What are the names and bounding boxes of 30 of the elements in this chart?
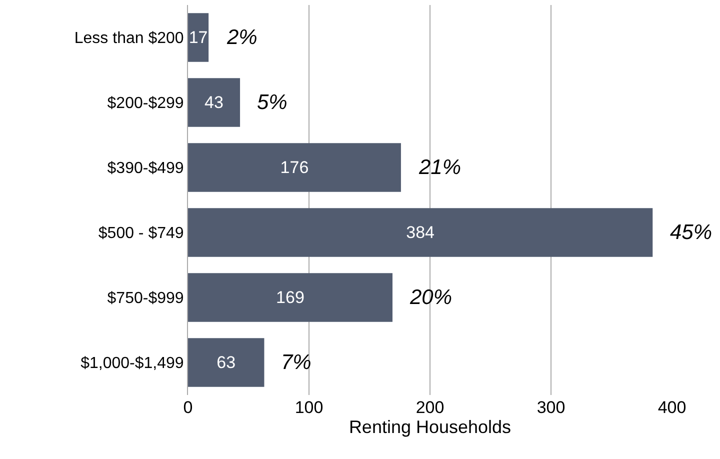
bar [188,273,392,322]
y-tick-label: $390-$499 [107,160,184,178]
bar [188,208,653,257]
y-tick-label: $750-$999 [107,290,184,308]
data-label: 384 [406,223,435,242]
x-tick-label: 200 [416,398,444,417]
x-tick-label: 400 [658,398,686,417]
x-tick-label: 0 [183,398,193,417]
annotation: 7% [281,351,312,374]
annotation: 45% [670,221,712,244]
annotation: 21% [418,156,462,179]
annotation: 20% [409,286,452,309]
data-label: 43 [204,93,224,112]
y-tick-label: $200-$299 [107,95,184,112]
data-label: 63 [216,353,236,372]
bar [188,143,401,192]
bar [188,13,209,62]
bar [188,338,264,387]
bar [188,78,240,127]
annotation: 2% [226,26,258,49]
x-tick-label: 300 [536,398,566,417]
y-tick-label: $1,000-$1,499 [80,355,184,372]
data-label: 169 [276,288,304,308]
y-tick-label: $500 - $749 [98,225,184,242]
data-label: 17 [188,28,208,48]
data-label: 176 [280,158,309,178]
y-tick-label: Less than $200 [74,30,184,48]
x-axis-title: Renting Households [348,417,512,438]
x-tick-label: 100 [294,398,324,417]
annotation: 5% [257,91,288,114]
